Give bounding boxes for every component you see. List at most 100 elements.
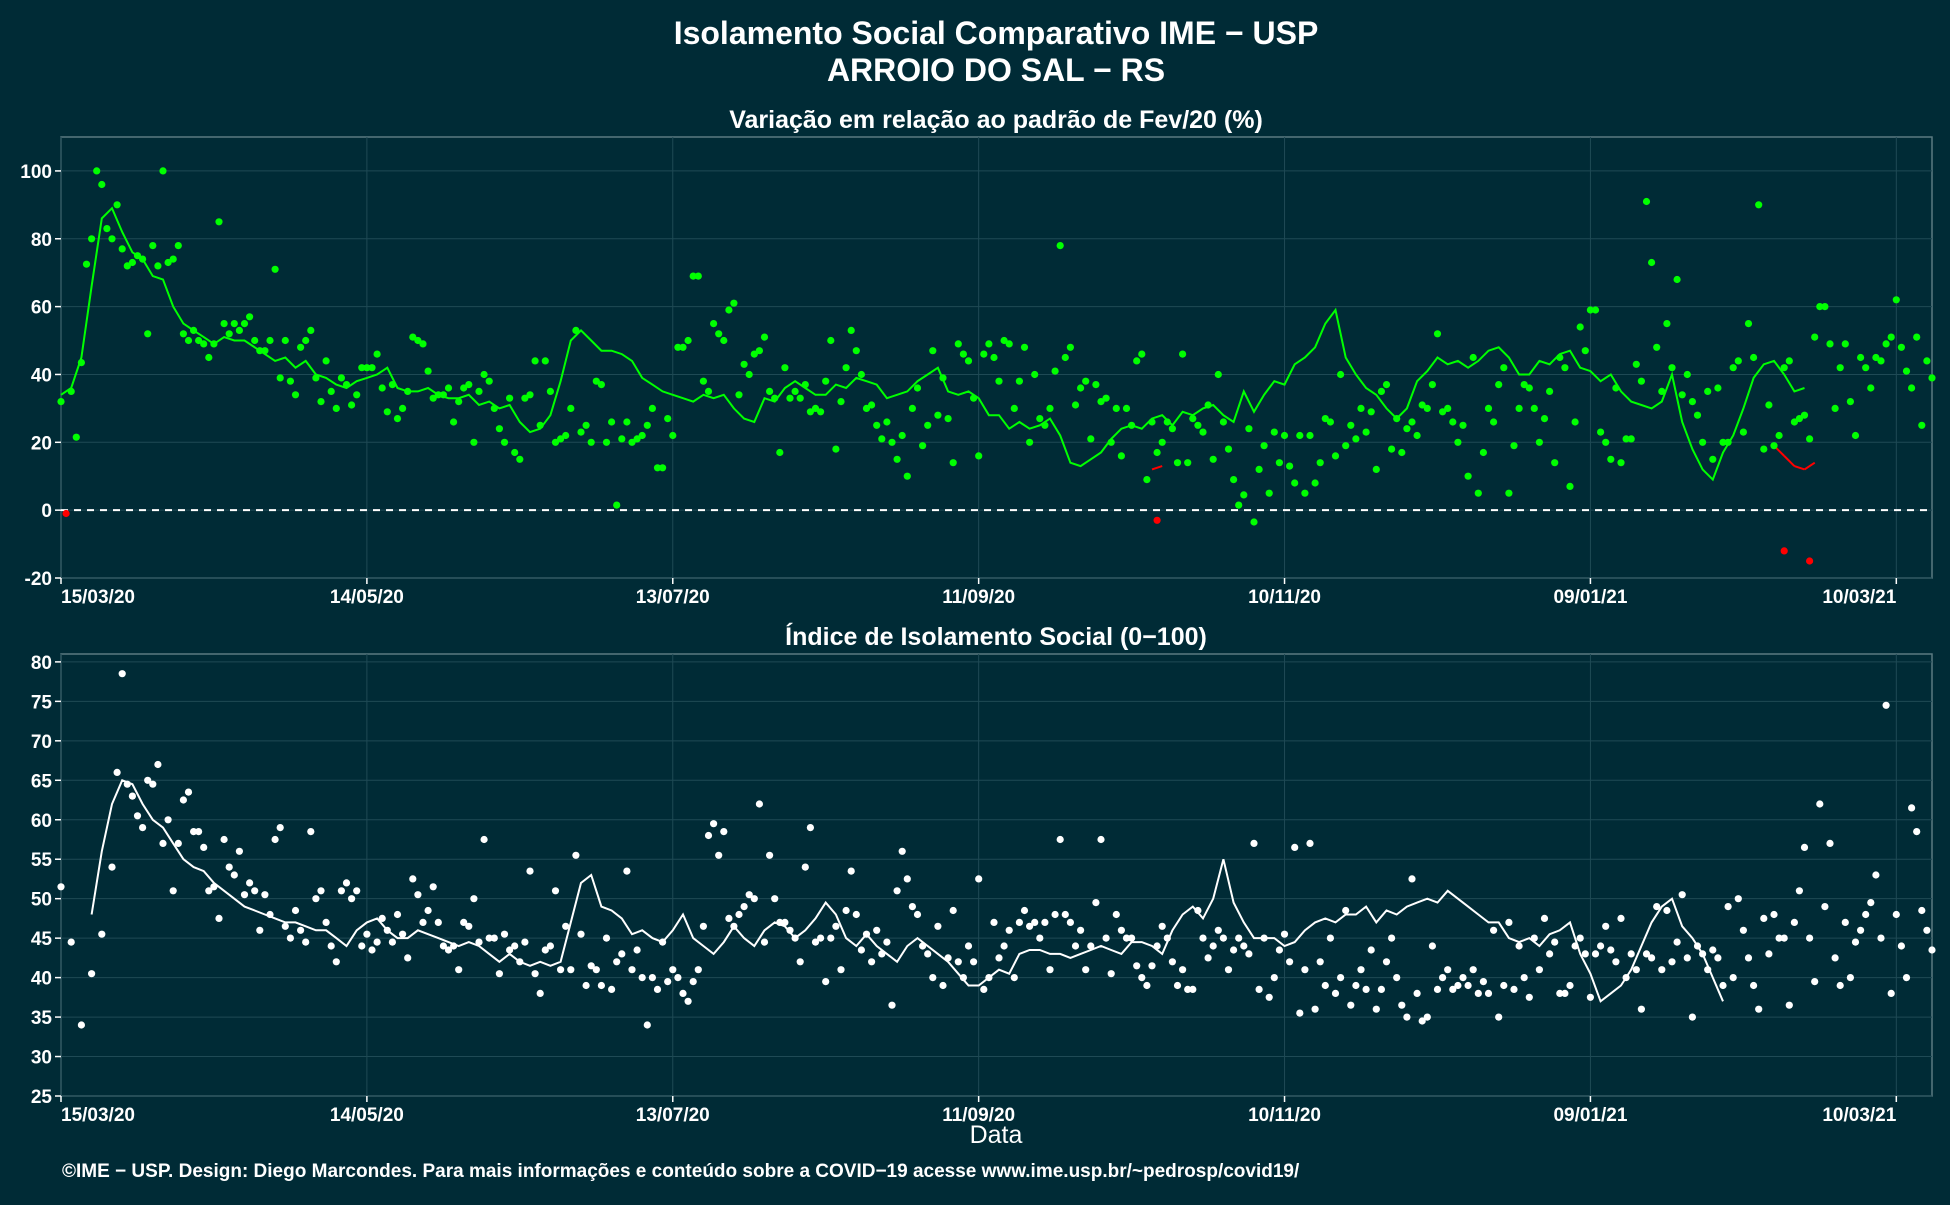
y-tick-label: 40: [31, 365, 52, 386]
data-point: [633, 435, 641, 443]
data-point: [868, 401, 876, 409]
data-point: [1153, 942, 1161, 950]
data-point: [1709, 455, 1717, 463]
data-point: [1439, 974, 1447, 982]
data-point: [342, 879, 351, 887]
data-point: [113, 201, 121, 209]
data-point: [179, 796, 187, 804]
data-point: [664, 978, 672, 986]
panel1-y-ticks: -20 0 20 40 60 80 100: [20, 162, 61, 590]
data-point: [1540, 415, 1549, 423]
data-point: [327, 387, 335, 395]
data-point: [1923, 357, 1931, 365]
data-point: [541, 946, 549, 954]
data-point: [1005, 340, 1013, 348]
moving-average-line: [90, 779, 1724, 1003]
data-point: [230, 871, 238, 879]
data-point: [602, 934, 611, 942]
data-point: [251, 336, 259, 345]
data-point: [1301, 966, 1309, 974]
data-point: [771, 895, 779, 903]
data-point: [1388, 934, 1396, 942]
data-point: [888, 438, 896, 446]
x-tick-label: 14/05/20: [330, 587, 404, 608]
data-point: [562, 431, 570, 440]
data-point: [57, 398, 65, 406]
data-point: [521, 394, 529, 402]
data-point: [985, 340, 993, 348]
data-point: [1056, 242, 1064, 250]
data-point: [450, 418, 458, 426]
data-point: [261, 891, 269, 899]
data-point: [1184, 985, 1192, 994]
data-point: [1367, 946, 1375, 954]
data-point: [990, 353, 998, 362]
data-point: [1546, 950, 1554, 958]
data-point: [898, 431, 906, 440]
data-point: [1428, 942, 1436, 950]
data-point: [1760, 914, 1768, 923]
data-point: [847, 326, 855, 334]
data-point: [1897, 343, 1905, 351]
data-point: [664, 415, 672, 423]
data-point: [755, 800, 764, 808]
data-point: [383, 926, 391, 934]
data-point: [291, 391, 300, 399]
data-point: [368, 946, 376, 954]
data-point: [1143, 981, 1151, 990]
moving-average-negative-segment: [1151, 465, 1163, 471]
data-point: [332, 404, 340, 412]
data-point: [1882, 340, 1890, 348]
data-point: [766, 387, 774, 395]
data-point: [1280, 431, 1289, 440]
data-point: [1474, 989, 1482, 998]
data-point: [1051, 367, 1059, 375]
data-point: [1469, 353, 1477, 362]
data-point: [118, 670, 126, 678]
data-point: [1530, 934, 1538, 942]
data-point: [1597, 428, 1605, 436]
y-tick-label: 75: [31, 692, 53, 713]
data-point: [500, 930, 509, 938]
data-point: [1372, 1005, 1380, 1013]
panel2-y-ticks: 25 30 35 40 45 50 55 60 65 70 75 80: [31, 653, 61, 1108]
data-point: [873, 421, 881, 429]
data-point: [149, 780, 157, 788]
data-point: [735, 910, 743, 919]
data-point: [1209, 942, 1217, 950]
data-point: [903, 875, 911, 883]
data-point: [179, 330, 187, 338]
data-point: [1316, 459, 1324, 467]
x-axis-label: Data: [970, 1121, 1023, 1149]
data-point: [1892, 910, 1900, 919]
data-point: [1862, 364, 1870, 372]
data-point: [1418, 1017, 1426, 1025]
data-point: [801, 863, 809, 871]
data-point: [715, 851, 723, 859]
data-point: [1775, 934, 1783, 942]
data-point: [1836, 364, 1844, 372]
data-point: [730, 299, 738, 307]
data-point: [1194, 906, 1202, 915]
data-point: [485, 934, 493, 942]
data-point: [302, 938, 310, 946]
data-point: [1755, 1005, 1763, 1013]
data-point: [715, 330, 723, 338]
data-point: [1077, 926, 1085, 934]
data-point: [1377, 985, 1385, 994]
data-point: [1800, 843, 1809, 852]
data-point: [1015, 377, 1024, 385]
data-point: [1780, 364, 1788, 372]
data-point: [240, 320, 249, 328]
data-point: [1765, 401, 1773, 409]
data-point: [1423, 404, 1431, 412]
data-point: [174, 242, 182, 250]
data-point: [220, 320, 228, 328]
data-point: [495, 970, 503, 978]
data-point: [1617, 914, 1625, 923]
data-point: [526, 391, 534, 399]
data-point: [648, 404, 657, 412]
panel1-grid: [60, 137, 1932, 579]
data-point: [546, 942, 555, 950]
data-point: [144, 776, 152, 784]
